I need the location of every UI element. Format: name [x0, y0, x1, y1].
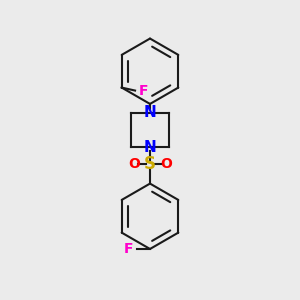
Text: N: N: [144, 105, 156, 120]
Text: F: F: [124, 242, 133, 256]
Text: O: O: [128, 157, 140, 171]
Text: O: O: [160, 157, 172, 171]
Text: N: N: [144, 140, 156, 154]
Text: F: F: [139, 84, 148, 98]
Text: S: S: [144, 155, 156, 173]
